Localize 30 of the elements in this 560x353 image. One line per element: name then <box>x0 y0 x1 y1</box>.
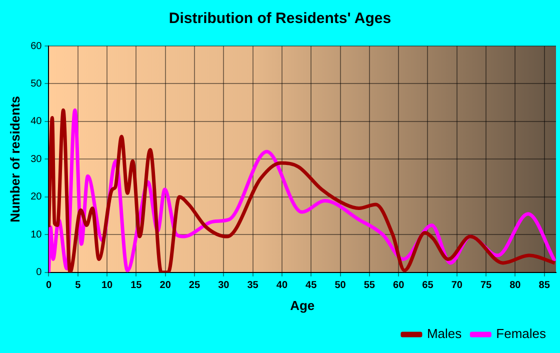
x-tick-label: 25 <box>188 280 200 292</box>
y-tick-label: 30 <box>30 154 42 165</box>
y-tick-label: 20 <box>30 192 42 203</box>
y-tick-label: 40 <box>30 116 42 128</box>
legend-label: Males <box>426 326 462 342</box>
y-axis-title: Number of residents <box>7 96 22 222</box>
x-tick-label: 50 <box>334 280 346 292</box>
x-tick-label: 0 <box>46 280 52 292</box>
x-tick-label: 35 <box>247 280 259 292</box>
x-tick-label: 65 <box>422 280 434 292</box>
y-tick-label: 0 <box>36 267 42 278</box>
x-tick-label: 70 <box>451 280 463 292</box>
x-tick-label: 55 <box>364 280 376 292</box>
x-tick-label: 20 <box>160 280 172 292</box>
legend-label: Females <box>496 326 546 342</box>
y-tick-label: 10 <box>30 229 42 240</box>
x-tick-label: 15 <box>130 280 142 292</box>
y-tick-label: 60 <box>30 40 42 52</box>
x-tick-label: 45 <box>306 280 318 292</box>
x-tick-label: 40 <box>276 280 288 292</box>
y-tick-label: 50 <box>30 78 42 90</box>
chart-title: Distribution of Residents' Ages <box>168 10 392 28</box>
x-tick-label: 5 <box>75 280 82 292</box>
x-axis-title: Age <box>290 298 315 313</box>
x-tick-label: 85 <box>538 280 550 292</box>
x-tick-label: 30 <box>218 280 230 292</box>
x-tick-label: 75 <box>480 280 492 292</box>
x-tick-label: 80 <box>510 280 522 292</box>
x-tick-label: 60 <box>393 280 405 292</box>
x-tick-label: 10 <box>101 280 114 292</box>
